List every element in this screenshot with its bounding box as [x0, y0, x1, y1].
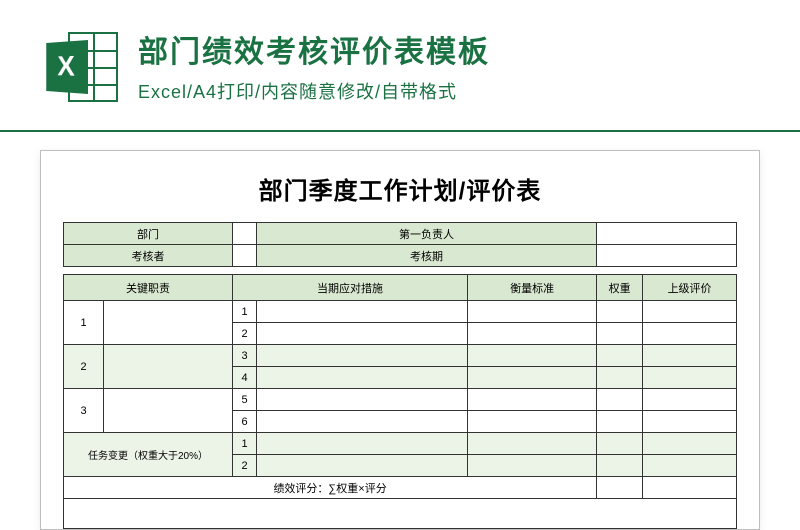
criteria-cell — [468, 455, 597, 477]
score-cell — [643, 301, 737, 323]
measure-cell — [257, 301, 468, 323]
sub-idx: 5 — [233, 389, 257, 411]
score-row: 绩效评分：∑权重×评分 — [64, 477, 737, 499]
score-cell — [643, 411, 737, 433]
form-title: 部门季度工作计划/评价表 — [63, 171, 737, 206]
dept-value — [233, 223, 257, 245]
criteria-cell — [468, 367, 597, 389]
weight-cell — [597, 389, 643, 411]
dept-label: 部门 — [64, 223, 233, 245]
score-cell — [643, 323, 737, 345]
sub-idx: 1 — [233, 301, 257, 323]
measure-cell — [257, 411, 468, 433]
excel-icon: X — [40, 28, 118, 106]
score-cell — [643, 367, 737, 389]
score-cell — [643, 345, 737, 367]
task-change-row: 任务变更（权重大于20%） 1 — [64, 433, 737, 455]
score-cell — [643, 433, 737, 455]
period-value — [597, 245, 737, 267]
sub-idx: 4 — [233, 367, 257, 389]
weight-cell — [597, 301, 643, 323]
weight-cell — [597, 367, 643, 389]
trailing-cell — [64, 499, 737, 529]
sub-idx: 3 — [233, 345, 257, 367]
col-measures: 当期应对措施 — [233, 275, 468, 301]
col-supervisor: 上级评价 — [643, 275, 737, 301]
sub-idx: 6 — [233, 411, 257, 433]
page-title: 部门绩效考核评价表模板 — [138, 33, 760, 72]
col-key-duty: 关键职责 — [64, 275, 233, 301]
weight-cell — [597, 345, 643, 367]
meta-row-2: 考核者 考核期 — [64, 245, 737, 267]
measure-cell — [257, 323, 468, 345]
measure-cell — [257, 389, 468, 411]
score-weight — [597, 477, 643, 499]
duty-cell — [104, 345, 233, 389]
criteria-cell — [468, 389, 597, 411]
period-label: 考核期 — [257, 245, 597, 267]
duty-cell — [104, 301, 233, 345]
duty-idx-1: 1 — [64, 301, 104, 345]
assessor-label: 考核者 — [64, 245, 233, 267]
excel-x-letter: X — [57, 51, 74, 84]
meta-row-1: 部门 第一负责人 — [64, 223, 737, 245]
body-row: 2 3 — [64, 345, 737, 367]
duty-idx-3: 3 — [64, 389, 104, 433]
task-change-label: 任务变更（权重大于20%） — [64, 433, 233, 477]
duty-cell — [104, 389, 233, 433]
owner-value — [597, 223, 737, 245]
body-row: 3 5 — [64, 389, 737, 411]
criteria-cell — [468, 411, 597, 433]
criteria-cell — [468, 301, 597, 323]
sub-idx: 1 — [233, 433, 257, 455]
column-header-row: 关键职责 当期应对措施 衡量标准 权重 上级评价 — [64, 275, 737, 301]
col-weight: 权重 — [597, 275, 643, 301]
sub-idx: 2 — [233, 455, 257, 477]
score-cell — [643, 389, 737, 411]
header: X 部门绩效考核评价表模板 Excel/A4打印/内容随意修改/自带格式 — [0, 0, 800, 130]
preview-wrap: 部门季度工作计划/评价表 部门 第一负责人 考核者 考核期 关键 — [0, 150, 800, 530]
trailing-row — [64, 499, 737, 529]
form-preview: 部门季度工作计划/评价表 部门 第一负责人 考核者 考核期 关键 — [40, 150, 760, 530]
evaluation-table: 部门 第一负责人 考核者 考核期 关键职责 当期应对措施 衡量标准 权重 — [63, 222, 737, 529]
divider — [0, 130, 800, 132]
measure-cell — [257, 433, 468, 455]
criteria-cell — [468, 345, 597, 367]
criteria-cell — [468, 323, 597, 345]
assessor-value — [233, 245, 257, 267]
weight-cell — [597, 411, 643, 433]
weight-cell — [597, 323, 643, 345]
measure-cell — [257, 367, 468, 389]
measure-cell — [257, 455, 468, 477]
spacer-row — [64, 267, 737, 275]
owner-label: 第一负责人 — [257, 223, 597, 245]
score-cell — [643, 455, 737, 477]
title-block: 部门绩效考核评价表模板 Excel/A4打印/内容随意修改/自带格式 — [138, 31, 760, 104]
sub-idx: 2 — [233, 323, 257, 345]
score-value — [643, 477, 737, 499]
weight-cell — [597, 455, 643, 477]
criteria-cell — [468, 433, 597, 455]
page-subtitle: Excel/A4打印/内容随意修改/自带格式 — [138, 78, 760, 104]
score-label: 绩效评分：∑权重×评分 — [64, 477, 597, 499]
weight-cell — [597, 433, 643, 455]
measure-cell — [257, 345, 468, 367]
duty-idx-2: 2 — [64, 345, 104, 389]
body-row: 1 1 — [64, 301, 737, 323]
col-criteria: 衡量标准 — [468, 275, 597, 301]
